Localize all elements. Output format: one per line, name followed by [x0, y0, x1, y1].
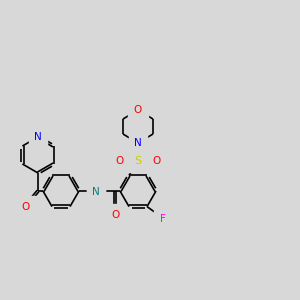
Text: N: N — [34, 132, 42, 142]
Text: O: O — [111, 210, 119, 220]
Text: F: F — [160, 214, 166, 224]
Text: H: H — [93, 182, 99, 191]
Text: N: N — [134, 138, 142, 148]
Text: O: O — [134, 105, 142, 115]
Text: O: O — [152, 156, 161, 166]
Text: N: N — [92, 187, 100, 197]
Text: S: S — [134, 156, 142, 166]
Text: O: O — [115, 156, 124, 166]
Text: O: O — [22, 202, 30, 212]
